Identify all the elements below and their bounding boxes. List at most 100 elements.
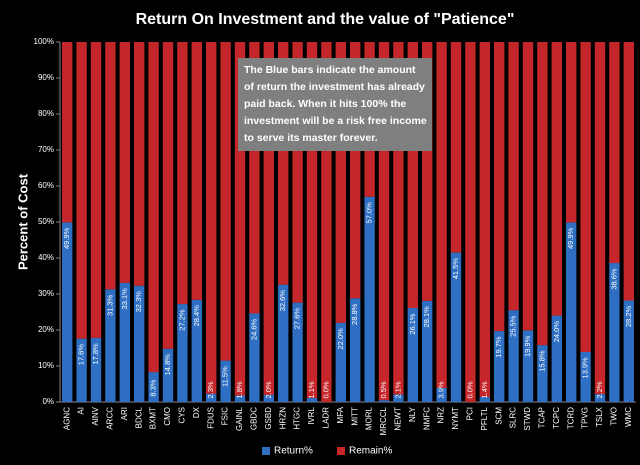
legend-swatch (337, 447, 345, 455)
bar-segment (134, 285, 145, 402)
bar-segment (177, 42, 188, 305)
x-tick-label: AINV (91, 406, 100, 425)
x-tick-label: FSIC (221, 407, 230, 425)
bar-segment (479, 42, 490, 397)
bar-segment (494, 42, 505, 332)
data-label: 41.5% (451, 258, 460, 280)
bar-segment (465, 42, 476, 402)
bar-segment (537, 42, 548, 346)
bar-segment (364, 196, 375, 402)
data-label: 2.0% (264, 381, 273, 398)
x-tick-label: TWO (610, 407, 619, 426)
x-tick-label: TCPC (552, 407, 561, 429)
x-tick-label: MFA (336, 406, 345, 423)
x-tick-label: PFLTL (480, 406, 489, 430)
data-label: 8.3% (149, 379, 158, 396)
bar-segment (407, 42, 418, 309)
bar-segment (350, 298, 361, 402)
bar-segment (393, 42, 404, 395)
x-tick-label: AI (77, 407, 86, 415)
y-tick-label: 20% (38, 325, 54, 334)
data-label: 15.8% (537, 350, 546, 372)
x-tick-label: BDCL (134, 406, 143, 428)
bar-segment (378, 42, 390, 401)
bar-segment (220, 360, 231, 402)
data-label: 28.1% (422, 306, 431, 328)
bar-segment (566, 42, 577, 223)
x-tick-label: SLRC (509, 407, 518, 429)
x-tick-label: FDUS (206, 407, 215, 429)
data-label: 0.5% (379, 381, 388, 398)
data-label: 24.6% (249, 318, 258, 340)
bar-segment (105, 289, 116, 402)
bar-segment (508, 310, 519, 402)
bar-segment (134, 42, 145, 286)
data-label: 0.0% (465, 381, 474, 398)
data-label: 24.0% (552, 321, 561, 343)
bar-segment (609, 263, 620, 402)
bar-segment (450, 42, 462, 253)
x-tick-label: CMO (163, 407, 172, 426)
bar-segment (566, 222, 577, 402)
annotation-text: The Blue bars indicate the amount (244, 64, 416, 76)
bar-segment (191, 42, 202, 300)
data-label: 14.8% (163, 354, 172, 376)
x-tick-label: BXMT (149, 407, 158, 429)
bar-segment (206, 393, 217, 402)
bar-segment (623, 300, 634, 402)
bar-segment (249, 313, 260, 402)
data-label: 25.5% (509, 315, 518, 337)
x-tick-label: MORL (365, 406, 374, 430)
legend-label: Remain% (349, 446, 392, 457)
bar-segment (436, 42, 447, 388)
bar-segment (522, 42, 534, 331)
y-tick-label: 40% (38, 253, 54, 262)
bar-segment (292, 42, 303, 303)
x-tick-label: TCRD (566, 407, 575, 429)
data-label: 38.6% (609, 268, 618, 290)
y-tick-label: 60% (38, 181, 54, 190)
data-label: 1.1% (307, 381, 316, 398)
bar-segment (335, 322, 346, 402)
data-label: 19.7% (494, 336, 503, 358)
x-tick-label: GBDC (250, 407, 259, 430)
x-tick-label: ARI (120, 407, 129, 420)
data-label: 1.4% (480, 381, 489, 398)
bar-segment (234, 395, 246, 402)
bar-segment (148, 372, 159, 402)
bar-segment (76, 42, 87, 339)
bar-segment (119, 282, 130, 402)
y-tick-label: 10% (38, 361, 54, 370)
bar-segment (594, 394, 606, 402)
annotation-text: of return the investment has already (244, 81, 425, 93)
x-tick-label: GSBD (264, 407, 273, 430)
data-label: 26.1% (408, 313, 417, 335)
bar-segment (609, 42, 620, 264)
data-label: 0.0% (321, 381, 330, 398)
data-label: 11.5% (221, 366, 230, 387)
bar-segment (90, 42, 102, 338)
x-tick-label: NRZ (437, 407, 446, 424)
bar-segment (220, 42, 231, 361)
x-tick-label: HTGC (293, 407, 302, 430)
chart-title: Return On Investment and the value of "P… (136, 11, 515, 28)
annotation-box (238, 58, 432, 151)
x-tick-label: AGNC (62, 407, 71, 430)
x-tick-label: PCI (466, 407, 475, 420)
data-label: 32.6% (278, 290, 287, 312)
bar-segment (278, 284, 289, 402)
x-tick-label: NLY (408, 406, 417, 422)
y-tick-label: 100% (34, 37, 54, 46)
bar-segment (580, 42, 591, 352)
x-tick-label: TCAP (538, 407, 547, 428)
bar-segment (90, 337, 102, 402)
data-label: 19.9% (523, 335, 532, 357)
bar-segment (479, 396, 490, 402)
x-tick-label: ARCC (106, 407, 115, 430)
x-tick-label: IVRL (307, 406, 316, 424)
data-label: 2.2% (595, 381, 604, 398)
bar-segment (508, 42, 519, 311)
bar-segment (580, 351, 591, 402)
x-tick-label: CYS (178, 407, 187, 423)
